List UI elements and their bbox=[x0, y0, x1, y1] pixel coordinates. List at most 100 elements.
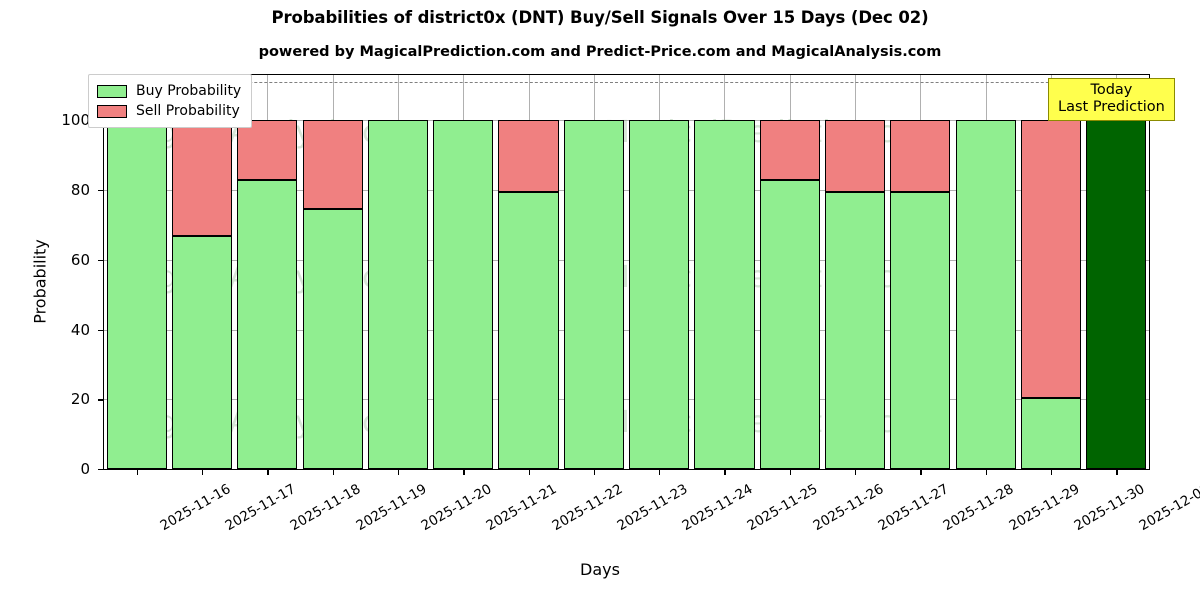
today-annotation: Today Last Prediction bbox=[1048, 78, 1175, 122]
bar-group[interactable] bbox=[106, 75, 167, 469]
bar-segment-sell[interactable] bbox=[237, 120, 298, 180]
x-tick-label: 2025-11-26 bbox=[810, 481, 887, 535]
x-tick-mark bbox=[855, 470, 857, 475]
y-tick-label: 20 bbox=[70, 390, 90, 409]
x-tick-label: 2025-11-21 bbox=[483, 481, 560, 535]
bar-segment-buy[interactable] bbox=[825, 191, 886, 469]
bar-group[interactable] bbox=[171, 75, 232, 469]
x-tick-mark bbox=[463, 470, 465, 475]
x-tick-mark bbox=[593, 470, 596, 475]
y-tick-label: 0 bbox=[80, 460, 90, 478]
bar-segment-buy[interactable] bbox=[237, 179, 298, 469]
legend-swatch-sell-icon bbox=[97, 104, 127, 118]
x-tick-label: 2025-12-01 bbox=[1136, 481, 1200, 535]
bar-segment-buy[interactable] bbox=[955, 120, 1016, 469]
bar-segment-sell[interactable] bbox=[498, 120, 559, 192]
bar-segment-buy[interactable] bbox=[498, 191, 559, 469]
gridline-horizontal bbox=[104, 120, 1149, 122]
chart-subtitle: powered by MagicalPrediction.com and Pre… bbox=[258, 44, 942, 60]
bar-segment-buy[interactable] bbox=[433, 120, 494, 469]
x-axis-title: Days bbox=[580, 560, 620, 579]
x-tick-mark bbox=[985, 470, 988, 475]
x-tick-label: 2025-11-19 bbox=[353, 481, 430, 535]
bar-group[interactable] bbox=[1086, 75, 1147, 469]
x-tick-mark bbox=[397, 470, 400, 475]
legend-item-sell[interactable]: Sell Probability bbox=[97, 101, 241, 121]
bar-group[interactable] bbox=[759, 75, 820, 469]
y-axis-title: Probability bbox=[30, 239, 50, 324]
legend-item-buy[interactable]: Buy Probability bbox=[97, 81, 241, 101]
x-tick-label: 2025-11-25 bbox=[744, 481, 821, 535]
bar-group[interactable] bbox=[563, 75, 624, 469]
bar-group[interactable] bbox=[955, 75, 1016, 469]
x-tick-mark bbox=[136, 470, 138, 475]
y-tick-label: 80 bbox=[70, 181, 90, 200]
x-tick-label: 2025-11-29 bbox=[1006, 481, 1083, 535]
today-annotation-line2: Last Prediction bbox=[1058, 99, 1165, 116]
y-tick-label: 40 bbox=[70, 320, 90, 339]
bar-group[interactable] bbox=[825, 75, 886, 469]
bar-segment-buy[interactable] bbox=[563, 120, 624, 469]
bar-group[interactable] bbox=[302, 75, 363, 469]
bar-segment-sell[interactable] bbox=[1020, 120, 1082, 398]
x-tick-label: 2025-11-30 bbox=[1071, 481, 1148, 535]
gridline-horizontal bbox=[104, 329, 1149, 331]
bar-group[interactable] bbox=[498, 75, 559, 469]
x-tick-mark bbox=[659, 470, 661, 475]
x-tick-mark bbox=[724, 470, 726, 475]
x-tick-mark bbox=[1051, 470, 1053, 475]
bar-segment-buy[interactable] bbox=[1020, 397, 1082, 469]
bar-segment-today[interactable] bbox=[1086, 120, 1147, 469]
x-tick-label: 2025-11-24 bbox=[679, 481, 756, 535]
bar-group[interactable] bbox=[1020, 75, 1082, 469]
bar-segment-buy[interactable] bbox=[759, 179, 820, 469]
legend-label-buy: Buy Probability bbox=[136, 83, 242, 99]
x-tick-label: 2025-11-27 bbox=[875, 481, 952, 535]
bar-group[interactable] bbox=[433, 75, 494, 469]
legend-label-sell: Sell Probability bbox=[136, 103, 240, 119]
y-tick-mark bbox=[98, 469, 103, 471]
gridline-horizontal bbox=[104, 190, 1149, 192]
plot-area: MagicalAnalysis.comMagicalPrediction.com… bbox=[103, 74, 1150, 470]
x-tick-label: 2025-11-22 bbox=[549, 481, 625, 535]
x-tick-mark bbox=[789, 470, 792, 475]
legend-swatch-buy-icon bbox=[97, 84, 127, 98]
gridline-horizontal bbox=[104, 399, 1149, 401]
x-tick-mark bbox=[920, 470, 922, 475]
chart-legend: Buy Probability Sell Probability bbox=[88, 74, 253, 128]
bar-segment-sell[interactable] bbox=[302, 120, 363, 210]
y-tick-label: 100 bbox=[61, 111, 90, 130]
y-tick-mark bbox=[98, 190, 103, 192]
y-tick-label: 60 bbox=[70, 250, 90, 269]
y-tick-mark bbox=[98, 329, 103, 331]
x-tick-label: 2025-11-23 bbox=[614, 481, 691, 535]
y-tick-mark bbox=[98, 259, 103, 262]
bar-group[interactable] bbox=[694, 75, 755, 469]
bar-segment-sell[interactable] bbox=[825, 120, 886, 192]
bar-segment-buy[interactable] bbox=[302, 209, 363, 469]
bar-group[interactable] bbox=[237, 75, 298, 469]
today-annotation-line1: Today bbox=[1090, 82, 1133, 98]
gridline-horizontal bbox=[104, 259, 1149, 261]
x-tick-label: 2025-11-16 bbox=[157, 481, 234, 535]
bar-segment-buy[interactable] bbox=[629, 120, 690, 469]
bar-group[interactable] bbox=[629, 75, 690, 469]
bar-segment-buy[interactable] bbox=[890, 191, 951, 469]
bar-segment-buy[interactable] bbox=[367, 120, 428, 469]
bar-group[interactable] bbox=[367, 75, 428, 469]
bar-segment-buy[interactable] bbox=[694, 120, 755, 469]
bar-segment-buy[interactable] bbox=[106, 120, 167, 469]
bar-segment-sell[interactable] bbox=[759, 120, 820, 180]
reference-line bbox=[104, 81, 1149, 83]
bar-segment-sell[interactable] bbox=[171, 120, 232, 237]
x-tick-mark bbox=[528, 470, 530, 475]
gridline-horizontal bbox=[104, 469, 1149, 470]
bar-segment-buy[interactable] bbox=[171, 236, 232, 469]
bar-group[interactable] bbox=[890, 75, 951, 469]
bar-segment-sell[interactable] bbox=[890, 120, 951, 192]
chart-title: Probabilities of district0x (DNT) Buy/Se… bbox=[271, 8, 929, 27]
y-tick-mark bbox=[98, 399, 103, 401]
x-tick-label: 2025-11-17 bbox=[222, 481, 299, 535]
x-tick-label: 2025-11-28 bbox=[940, 481, 1017, 535]
